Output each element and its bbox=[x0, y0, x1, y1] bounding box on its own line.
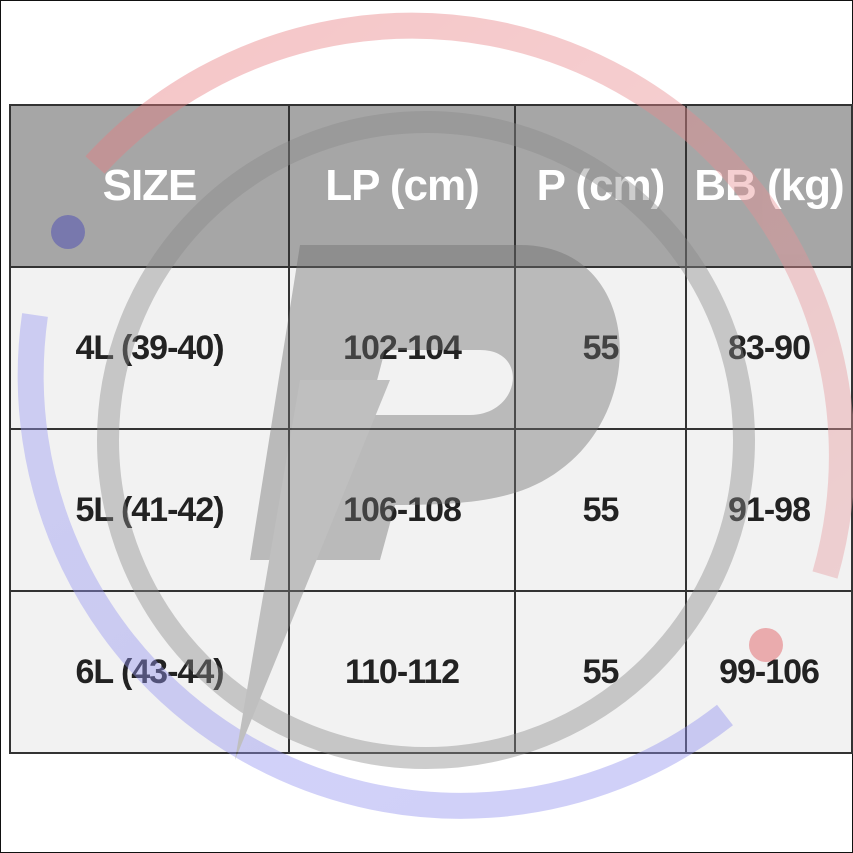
table-row: 6L (43-44) 110-112 55 99-106 bbox=[9, 590, 853, 754]
cell-lp: 110-112 bbox=[288, 590, 516, 754]
cell-p: 55 bbox=[514, 428, 687, 592]
header-size: SIZE bbox=[9, 104, 290, 268]
cell-lp: 106-108 bbox=[288, 428, 516, 592]
cell-size: 6L (43-44) bbox=[9, 590, 290, 754]
cell-bb: 91-98 bbox=[685, 428, 853, 592]
table-row: 5L (41-42) 106-108 55 91-98 bbox=[9, 428, 853, 592]
header-bb: BB (kg) bbox=[685, 104, 853, 268]
table-row: 4L (39-40) 102-104 55 83-90 bbox=[9, 266, 853, 430]
cell-size: 4L (39-40) bbox=[9, 266, 290, 430]
cell-p: 55 bbox=[514, 266, 687, 430]
header-lp: LP (cm) bbox=[288, 104, 516, 268]
size-chart-table: SIZE LP (cm) P (cm) BB (kg) 4L (39-40) 1… bbox=[9, 104, 853, 754]
cell-p: 55 bbox=[514, 590, 687, 754]
cell-bb: 99-106 bbox=[685, 590, 853, 754]
cell-bb: 83-90 bbox=[685, 266, 853, 430]
cell-size: 5L (41-42) bbox=[9, 428, 290, 592]
header-p: P (cm) bbox=[514, 104, 687, 268]
cell-lp: 102-104 bbox=[288, 266, 516, 430]
table-header-row: SIZE LP (cm) P (cm) BB (kg) bbox=[9, 104, 853, 268]
